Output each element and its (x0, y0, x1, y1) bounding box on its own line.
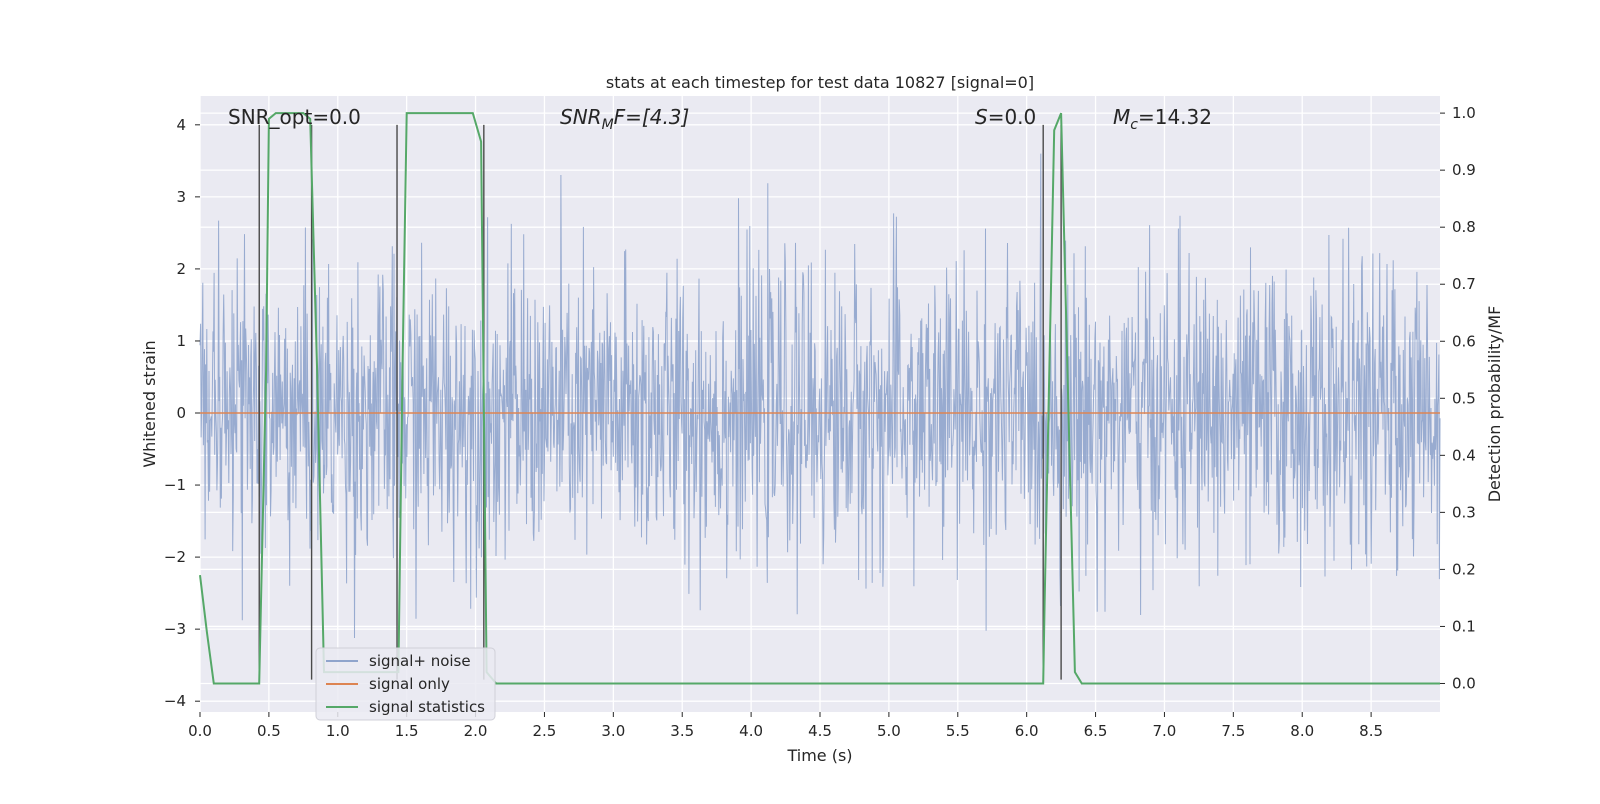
x-tick-label: 7.5 (1221, 722, 1245, 740)
x-tick-label: 0.5 (257, 722, 281, 740)
annotation-snr-mf-sub: M (602, 117, 614, 133)
x-tick-label: 2.5 (533, 722, 557, 740)
x-tick-label: 0.0 (188, 722, 212, 740)
y-tick-label: 4 (176, 116, 186, 134)
y-tick-label: −1 (164, 476, 186, 494)
annotation-snr-mf-text: SNRMF=[4.3] (560, 105, 689, 133)
y-right-tick-label: 1.0 (1452, 104, 1476, 122)
y-right-tick-label: 0.1 (1452, 617, 1476, 635)
legend-box (315, 647, 496, 721)
x-tick-label: 3.5 (670, 722, 694, 740)
x-tick-label: 4.0 (739, 722, 763, 740)
x-tick-label: 1.5 (395, 722, 419, 740)
series-signal-noise (199, 153, 1441, 639)
y-right-tick-label: 0.6 (1452, 332, 1476, 350)
series-signal-statistics (199, 112, 1440, 685)
x-tick-label: 3.0 (601, 722, 625, 740)
y-tick-label: −3 (164, 620, 186, 638)
y-right-tick-label: 0.8 (1452, 218, 1476, 236)
legend-label-signal-noise: signal+ noise (369, 652, 471, 670)
y-tick-label: 3 (176, 188, 186, 206)
y-tick-label: −2 (164, 548, 186, 566)
y-tick-label: 2 (176, 260, 186, 278)
annotation-snr-opt-text: SNR_opt=0.0 (228, 105, 361, 129)
y-tick-label: −4 (164, 692, 186, 710)
annotation-s-text: S=0.0 (975, 105, 1036, 129)
chart-title: stats at each timestep for test data 108… (606, 73, 1034, 92)
signal-noise-line (199, 153, 1441, 639)
x-tick-label: 7.0 (1153, 722, 1177, 740)
annotation-snr-mf-rest: F=[4.3] (614, 105, 690, 129)
x-axis-label: Time (s) (786, 746, 852, 765)
y-right-tick-label: 0.4 (1452, 446, 1476, 464)
annotation-s-main: S (975, 105, 988, 129)
legend-label-signal-only: signal only (369, 675, 450, 693)
x-tick-label: 1.0 (326, 722, 350, 740)
y-tick-label: 0 (176, 404, 186, 422)
y-axis-ticks: 4 3 2 1 0 −1 −2 −3 −4 (164, 116, 200, 710)
x-tick-label: 6.0 (1015, 722, 1039, 740)
annotation-mc: Mc=14.32 (1113, 105, 1212, 133)
y-right-axis-ticks: 1.0 0.9 0.8 0.7 0.6 0.5 0.4 0.3 0.2 0.1 0.0 (1440, 104, 1476, 692)
annotation-s: S=0.0 (975, 105, 1036, 129)
y-right-tick-label: 0.0 (1452, 674, 1476, 692)
x-tick-label: 4.5 (808, 722, 832, 740)
x-axis-ticks: 0.0 0.5 1.0 1.5 2.0 2.5 3.0 3.5 4.0 4.5 5.0 5.5 6.0 6… (188, 712, 1383, 740)
annotation-snr-opt: SNR_opt=0.0 (228, 105, 361, 129)
signal-statistics-line (199, 112, 1440, 685)
annotation-mc-main: M (1113, 105, 1130, 129)
x-tick-label: 5.0 (877, 722, 901, 740)
x-tick-label: 8.5 (1359, 722, 1383, 740)
legend-label-signal-statistics: signal statistics (369, 698, 485, 716)
y-right-tick-label: 0.9 (1452, 161, 1476, 179)
legend: signal+ noise signal only signal statist… (315, 647, 496, 721)
x-tick-label: 6.5 (1084, 722, 1108, 740)
annotation-snr-mf-main: SNR (560, 105, 602, 129)
y-right-tick-label: 0.5 (1452, 389, 1476, 407)
x-tick-label: 8.0 (1290, 722, 1314, 740)
annotation-mc-text: Mc=14.32 (1113, 105, 1212, 133)
y-right-tick-label: 0.2 (1452, 560, 1476, 578)
x-tick-label: 2.0 (464, 722, 488, 740)
annotation-mc-sub: c (1130, 117, 1138, 133)
x-tick-label: 5.5 (946, 722, 970, 740)
annotation-s-rest: =0.0 (988, 105, 1037, 129)
annotation-snr-mf: SNRMF=[4.3] (560, 105, 689, 133)
y-right-tick-label: 0.3 (1452, 503, 1476, 521)
y-right-axis-label: Detection probability/MF (1485, 306, 1504, 503)
annotation-mc-rest: =14.32 (1138, 105, 1212, 129)
y-tick-label: 1 (176, 332, 186, 350)
y-axis-label: Whitened strain (140, 340, 159, 467)
y-right-tick-label: 0.7 (1452, 275, 1476, 293)
